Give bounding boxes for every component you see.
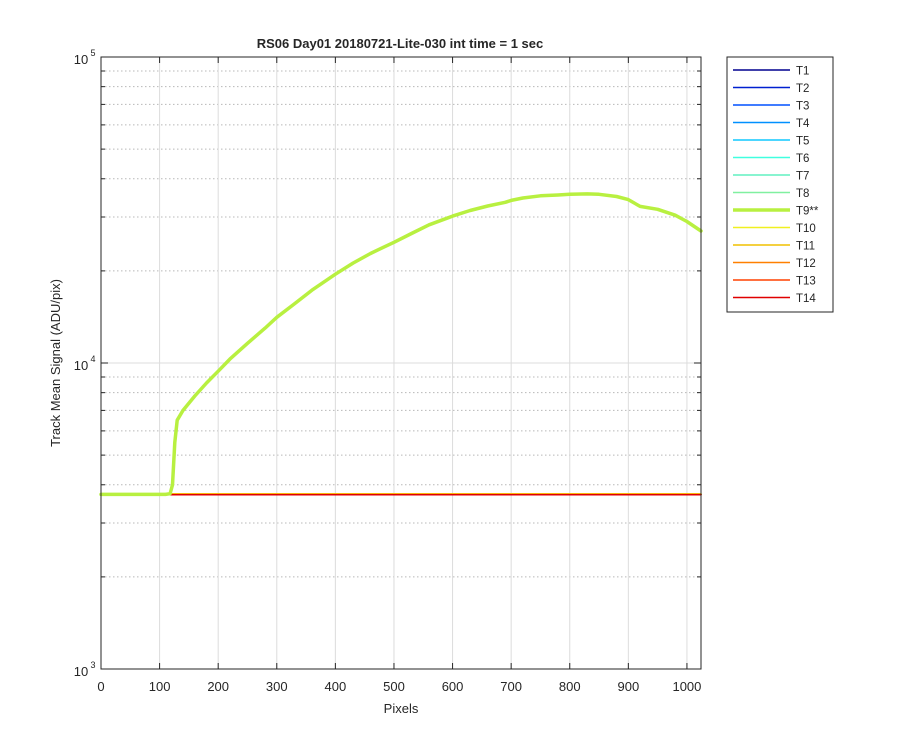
legend-box xyxy=(726,56,834,313)
legend: T1 T2 T3 T4 T5 T6 T7 T8 T9** T10 T11 T12 T13 T14 xyxy=(726,56,834,313)
x-tick-label: 1000 xyxy=(672,679,701,694)
x-tick-label: 400 xyxy=(325,679,347,694)
legend-label: T10 xyxy=(796,223,816,235)
legend-label: T13 xyxy=(796,276,816,288)
legend-label: T11 xyxy=(796,241,815,253)
axis-ticks: 10 310 410 50 100 200 300 400 500 600 700 800 900 100… xyxy=(74,48,702,694)
y-tick-label-exponent: 5 xyxy=(90,48,95,58)
x-tick-label: 100 xyxy=(149,679,171,694)
legend-label: T8 xyxy=(796,188,809,200)
chart-title: RS06 Day01 20180721-Lite-030 int time = … xyxy=(257,36,544,51)
y-axis-label: Track Mean Signal (ADU/pix) xyxy=(48,279,63,447)
legend-label: T1 xyxy=(796,66,809,78)
x-axis-label: Pixels xyxy=(384,701,419,716)
legend-label: T14 xyxy=(796,293,816,305)
x-tick-label: 500 xyxy=(383,679,405,694)
x-tick-label: 0 xyxy=(97,679,104,694)
legend-label: T2 xyxy=(796,83,809,95)
x-tick-label: 600 xyxy=(442,679,464,694)
y-tick-label: 10 xyxy=(74,358,88,373)
series-line-t9 xyxy=(99,192,703,497)
legend-label: T12 xyxy=(796,258,816,270)
x-tick-label: 800 xyxy=(559,679,581,694)
legend-label: T4 xyxy=(796,118,810,130)
y-tick-label: 10 xyxy=(74,664,88,679)
y-tick-label-exponent: 4 xyxy=(90,354,95,364)
series-group xyxy=(99,192,703,497)
x-tick-label: 200 xyxy=(207,679,229,694)
x-tick-label: 300 xyxy=(266,679,288,694)
legend-label: T5 xyxy=(796,136,809,148)
x-tick-label: 900 xyxy=(617,679,639,694)
legend-label: T9** xyxy=(796,206,819,218)
grid xyxy=(101,56,701,670)
legend-label: T7 xyxy=(796,171,809,183)
legend-label: T6 xyxy=(796,153,809,165)
y-tick-label-exponent: 3 xyxy=(90,660,95,670)
legend-label: T3 xyxy=(796,101,809,113)
x-tick-label: 700 xyxy=(500,679,522,694)
y-tick-label: 10 xyxy=(74,52,88,67)
